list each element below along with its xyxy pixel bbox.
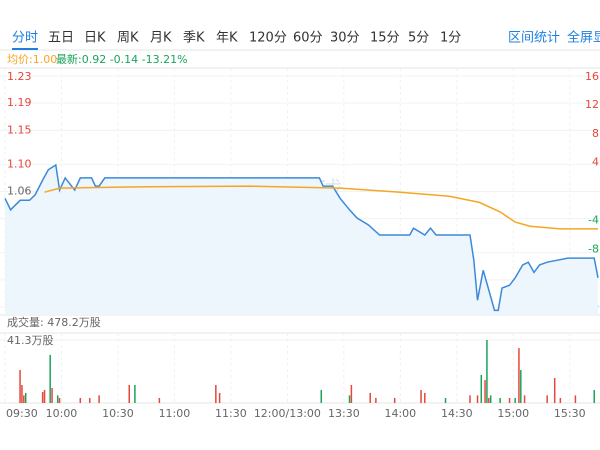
volume-bar	[41, 392, 44, 403]
volume-bar	[499, 397, 501, 403]
tab[interactable]: 60分	[293, 31, 323, 46]
action-button[interactable]: 区间统计	[508, 31, 560, 46]
volume-bar	[424, 392, 426, 403]
volume-bar	[218, 392, 221, 403]
volume-bar	[51, 388, 53, 403]
volume-bar	[593, 390, 595, 403]
tab[interactable]: 分时	[12, 31, 38, 46]
y-tick-label: 1.10	[7, 157, 32, 170]
tab[interactable]: 15分	[370, 31, 400, 46]
tab[interactable]: 周K	[117, 31, 139, 46]
x-tick-label: 15:00	[497, 407, 529, 420]
volume-bar	[508, 397, 511, 403]
y2-tick-label: -4	[588, 213, 599, 226]
x-tick-label: 12:00/13:00	[254, 407, 321, 420]
volume-bar	[514, 397, 516, 403]
y2-tick-label: 4	[592, 156, 599, 169]
x-tick-label: 10:30	[102, 407, 134, 420]
volume-bar	[369, 392, 371, 403]
x-tick-label: 09:30	[6, 407, 38, 420]
volume-bar	[518, 348, 520, 403]
y-tick-label: 1.23	[7, 70, 32, 83]
volume-bar	[23, 395, 25, 403]
volume-bar	[444, 397, 447, 403]
volume-bar	[375, 397, 377, 403]
volume-bar	[79, 397, 82, 403]
volume-bar	[488, 397, 490, 403]
volume-bar	[134, 385, 136, 403]
action-button[interactable]: 全屏显	[567, 30, 600, 46]
tab[interactable]: 5分	[408, 31, 429, 46]
volume-bar	[393, 397, 396, 403]
volume-bar	[24, 392, 27, 403]
latest-price: 最新:0.92 -0.14 -13.21%	[56, 52, 188, 66]
volume-bar	[215, 385, 217, 403]
volume-bar	[98, 395, 100, 403]
y-tick-label: 1.19	[7, 96, 32, 109]
tab[interactable]: 日K	[84, 31, 106, 46]
volume-bar	[128, 385, 130, 403]
volume-bar	[43, 390, 46, 403]
volume-bar	[21, 385, 23, 403]
volume-bar	[480, 374, 483, 403]
volume-bar	[348, 395, 351, 403]
tab[interactable]: 120分	[249, 31, 287, 46]
tab[interactable]: 季K	[183, 31, 205, 46]
volume-bar	[484, 380, 486, 403]
volume-bar	[49, 354, 51, 403]
price-line	[4, 163, 599, 312]
volume-bar	[320, 390, 323, 403]
volume-bar	[469, 395, 471, 403]
volume-bar	[523, 395, 526, 403]
x-tick-label: 10:00	[46, 407, 78, 420]
volume-tick-label: 41.3万股	[7, 334, 54, 347]
volume-bar	[486, 340, 488, 403]
x-tick-label: 11:30	[215, 407, 247, 420]
volume-bar	[158, 397, 161, 403]
y-tick-label: 1.15	[7, 123, 32, 136]
y-tick-label: 1.06	[7, 185, 32, 198]
avg-price-line	[44, 185, 598, 230]
x-tick-label: 14:00	[384, 407, 416, 420]
volume-label: 成交量: 478.2万股	[7, 315, 101, 329]
volume-bar	[489, 395, 492, 403]
x-tick-label: 11:00	[159, 407, 191, 420]
volume-bar	[559, 397, 562, 403]
x-tick-label: 13:30	[328, 407, 360, 420]
x-tick-label: 15:30	[554, 407, 586, 420]
tab[interactable]: 五日	[48, 31, 74, 46]
y2-tick-label: 16	[585, 70, 599, 83]
y2-tick-label: -8	[588, 242, 599, 255]
volume-bar	[546, 395, 548, 403]
tab[interactable]: 月K	[150, 31, 172, 46]
volume-bar	[476, 395, 479, 403]
y2-tick-label: 8	[592, 127, 599, 140]
volume-bar	[56, 395, 59, 403]
volume-bar	[553, 377, 556, 403]
tab[interactable]: 30分	[330, 31, 360, 46]
volume-bar	[19, 370, 21, 403]
x-tick-label: 14:30	[441, 407, 473, 420]
volume-bar	[58, 397, 61, 403]
price-area	[5, 165, 598, 315]
volume-bar	[350, 385, 353, 403]
volume-bar	[520, 370, 522, 403]
volume-bar	[574, 395, 577, 403]
tab[interactable]: 1分	[440, 31, 461, 46]
y2-tick-label: 12	[585, 98, 599, 111]
tab-underline	[12, 48, 38, 50]
tab[interactable]: 年K	[216, 31, 238, 46]
avg-price: 均价:1.00	[7, 53, 57, 66]
volume-bar	[420, 390, 422, 403]
volume-bar	[88, 397, 91, 403]
